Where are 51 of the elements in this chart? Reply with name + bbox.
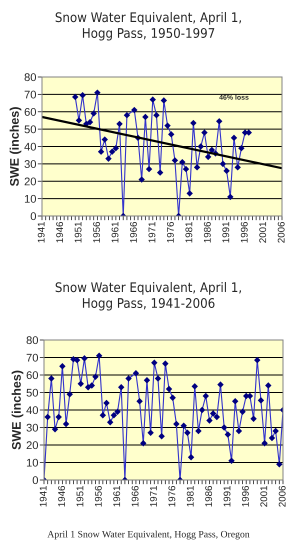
y-axis-title: SWE (inches) (12, 370, 24, 450)
x-tick-label: 1941 (38, 222, 45, 242)
y-tick-label: 10 (24, 194, 36, 203)
x-tick-label: 2006 (278, 486, 286, 507)
y-tick-label: 0 (30, 212, 36, 220)
y-tick-label: 60 (24, 108, 36, 116)
chart-title: Snow Water Equivalent, April 1, Hogg Pass, 1950-1997 (56, 12, 241, 41)
text: April 1 Snow Water Equivalent, Hogg Pass, Oregon (47, 530, 250, 540)
y-tick-label: 40 (24, 142, 36, 151)
x-tick-label: 1991 (222, 222, 230, 242)
y-tick-label: 80 (24, 73, 36, 82)
x-tick-label: 1991 (224, 486, 230, 506)
x-tick-label: 1996 (240, 222, 248, 242)
y-tick-label: 70 (26, 354, 38, 362)
y-tick-label: 60 (26, 371, 38, 380)
y-tick-label: 50 (24, 125, 36, 134)
x-tick-label: 1996 (242, 486, 249, 506)
y-tick-label: 30 (26, 424, 38, 432)
x-tick-label: 1986 (204, 222, 211, 242)
x-tick-label: 1956 (94, 486, 102, 506)
y-tick-label: 40 (26, 406, 38, 414)
x-tick-label: 2006 (278, 222, 285, 243)
y-tick-label: 0 (32, 476, 38, 484)
x-tick-label: 1961 (113, 486, 120, 506)
x-tick-label: 1986 (205, 486, 212, 506)
x-tick-label: 1946 (58, 486, 65, 506)
x-tick-label: 1966 (130, 222, 137, 242)
x-tick-label: 1951 (74, 222, 82, 242)
x-tick-label: 1941 (40, 486, 47, 506)
y-tick-label: 70 (24, 90, 36, 99)
x-tick-label: 1951 (76, 486, 84, 506)
y-axis-title: SWE (inches) (10, 107, 22, 186)
x-tick-label: 1976 (168, 486, 176, 506)
y-tick-label: 80 (26, 336, 38, 344)
x-tick-label: 1956 (93, 222, 100, 242)
y-tick-label: 50 (26, 388, 38, 397)
x-tick-label: 1981 (186, 486, 194, 506)
y-tick-label: 10 (26, 458, 38, 467)
x-tick-label: 1966 (132, 486, 139, 506)
y-tick-label: 20 (26, 441, 38, 450)
x-tick-label: 1981 (185, 222, 192, 242)
x-tick-label: 1946 (56, 222, 64, 242)
x-tick-label: 1971 (148, 222, 156, 242)
x-tick-label: 2001 (260, 486, 268, 507)
x-tick-label: 2001 (259, 222, 266, 243)
x-tick-label: 1971 (150, 486, 157, 506)
x-tick-label: 1976 (166, 222, 174, 242)
x-tick-label: 1961 (112, 222, 118, 242)
y-tick-label: 30 (24, 160, 36, 168)
y-tick-label: 20 (24, 178, 36, 186)
chart-title: Snow Water Equivalent, April 1, Hogg Pass, 1941-2006 (56, 282, 241, 311)
